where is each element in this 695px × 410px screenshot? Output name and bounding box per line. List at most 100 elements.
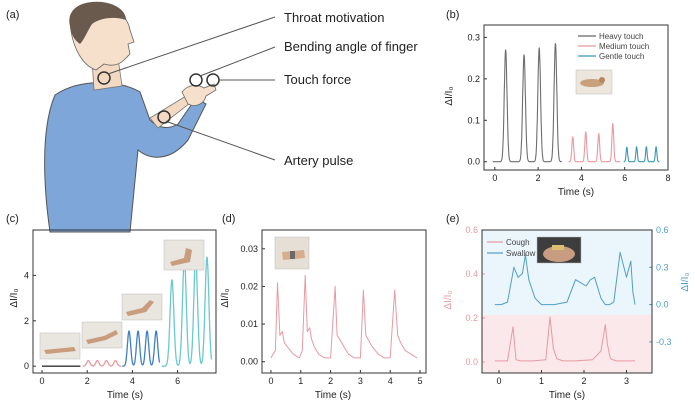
panel-e-series-line-1 — [494, 251, 636, 306]
panel-e-ticks: 0 1 2 3 0.0 0.2 0.4 0.6 -0.3 0.0 0.3 0.6 — [465, 225, 671, 386]
legend-medium-label: Medium touch — [599, 42, 649, 51]
panel-d-xtick-label: 4 — [388, 376, 393, 386]
panel-d-frame — [261, 229, 427, 374]
panel-e-right-ytick-label: 0.0 — [656, 300, 669, 310]
panel-c-ytick-label: 4 — [24, 270, 29, 280]
panel-c-frame — [32, 229, 217, 374]
panel-b-xlabel: Time (s) — [558, 187, 594, 198]
panel-d-xtick-label: 5 — [418, 376, 423, 386]
panel-e-ylabel-left: ΔI/I₀ — [443, 290, 454, 309]
panel-b-xtick-label: 2 — [536, 173, 541, 183]
photo-finger-flat — [39, 332, 81, 360]
panel-e-lower-bg — [482, 315, 652, 373]
panel-b-xtick-label: 6 — [622, 173, 627, 183]
photo-finger-medium — [121, 293, 163, 321]
panel-b-xtick-label: 8 — [665, 173, 670, 183]
panel-e-legend: Cough Swallow — [487, 238, 536, 258]
panel-d-xtick-label: 0 — [268, 376, 273, 386]
panel-b-ytick-label: 0.3 — [467, 32, 480, 42]
panel-c-xtick-label: 4 — [130, 376, 135, 386]
panel-b-ytick-label: 0.0 — [467, 157, 480, 167]
panel-b-ytick-label: 0.2 — [467, 74, 480, 84]
panel-d-ticks: 0 1 2 3 4 5 0.00 0.01 0.02 0.03 — [240, 244, 422, 386]
annotation-finger-bend: Bending angle of finger — [284, 39, 418, 54]
panel-c-series-line-3 — [161, 256, 213, 367]
panel-e-right-ytick-label: -0.3 — [656, 337, 672, 347]
panel-c-series-line-2 — [121, 330, 161, 367]
panel-e-xtick-label: 3 — [624, 376, 629, 386]
photo-touch-inset — [575, 69, 613, 95]
panel-e-left-ytick-label: 0.2 — [465, 313, 478, 323]
annotation-throat: Throat motivation — [284, 10, 384, 25]
panel-c: (c) ΔI/I₀ Time (s) 0 2 4 6 0 2 4 — [6, 213, 217, 401]
panel-e-xtick-label: 1 — [539, 376, 544, 386]
panel-b-frame — [483, 24, 669, 171]
annotation-touch-force: Touch force — [284, 72, 351, 87]
panel-d-ytick-label: 0.02 — [240, 281, 258, 291]
panel-b: (b) ΔI/I₀ Time (s) 0 2 4 6 8 0.0 0.1 0.2 0.3 Hea… — [444, 9, 671, 198]
panel-b-series-line-2 — [623, 146, 660, 163]
panel-d-series — [270, 274, 418, 359]
panel-e-ylabel-right: ΔI/I₀ — [680, 272, 691, 291]
legend-heavy-label: Heavy touch — [599, 32, 643, 41]
panel-a-label: (a) — [6, 9, 19, 21]
panel-d-ylabel: ΔI/I₀ — [220, 288, 231, 307]
panel-e-left-ytick-label: 0.4 — [465, 269, 478, 279]
photo-finger-full — [163, 239, 205, 271]
panel-d-xtick-label: 3 — [358, 376, 363, 386]
panel-b-ytick-label: 0.1 — [467, 115, 480, 125]
panel-e: (e) ΔI/I₀ ΔI/I₀ Time (s) 0 1 2 3 0.0 0.2 0.4 0.… — [443, 213, 691, 401]
photo-finger-slight — [81, 321, 123, 349]
hand-shape — [181, 83, 217, 106]
panel-c-label: (c) — [6, 213, 19, 225]
panel-b-ticks: 0 2 4 6 8 0.0 0.1 0.2 0.3 — [467, 32, 670, 183]
panel-c-xtick-label: 0 — [40, 376, 45, 386]
panel-b-xtick-label: 4 — [579, 173, 584, 183]
panel-e-series-line-0 — [494, 316, 635, 362]
panel-b-series-line-0 — [492, 43, 563, 163]
leader-throat — [107, 16, 276, 75]
panel-d-ytick-label: 0.03 — [240, 244, 258, 254]
panel-c-ylabel: ΔI/I₀ — [9, 288, 20, 307]
panel-b-xtick-label: 0 — [492, 173, 497, 183]
sensor-throat-marker — [97, 71, 111, 85]
panel-e-series — [494, 251, 636, 362]
torso-shape — [44, 82, 207, 233]
leader-artery-pulse — [167, 121, 276, 161]
panel-d: (d) ΔI/I₀ Time (s) 0 1 2 3 4 5 0.00 0.01 0.02 0.0… — [220, 213, 427, 401]
panel-b-series-line-1 — [568, 123, 621, 163]
photo-throat-inset — [536, 236, 582, 264]
panel-b-label: (b) — [446, 9, 459, 21]
panel-d-xlabel: Time (s) — [315, 390, 351, 401]
panel-c-series-line-1 — [82, 359, 122, 367]
panel-c-ytick-label: 2 — [24, 316, 29, 326]
panel-d-series-line-0 — [270, 274, 418, 359]
panel-c-ytick-label: 0 — [24, 361, 29, 371]
panel-d-xtick-label: 2 — [328, 376, 333, 386]
panel-d-ytick-label: 0.01 — [240, 319, 258, 329]
panel-e-xlabel: Time (s) — [549, 390, 585, 401]
sensor-artery-pulse-marker — [157, 110, 171, 124]
panel-b-series — [492, 43, 660, 163]
panel-a: (a) Throat motivation Bending angle of f… — [6, 1, 418, 233]
annotation-artery-pulse: Artery pulse — [284, 153, 353, 168]
panel-b-legend: Heavy touch Medium touch Gentle touch — [578, 32, 649, 61]
panel-e-left-ytick-label: 0.0 — [465, 357, 478, 367]
panel-e-xtick-label: 2 — [581, 376, 586, 386]
panel-e-right-ytick-label: 0.6 — [656, 225, 669, 235]
panel-b-ylabel: ΔI/I₀ — [444, 86, 455, 105]
panel-e-label: (e) — [446, 213, 459, 225]
panel-c-xtick-label: 6 — [175, 376, 180, 386]
panel-c-xtick-label: 2 — [85, 376, 90, 386]
legend-swallow-label: Swallow — [506, 249, 536, 258]
legend-cough-label: Cough — [506, 238, 530, 247]
panel-e-right-ytick-label: 0.3 — [656, 262, 669, 272]
panel-d-label: (d) — [222, 213, 235, 225]
panel-e-frame — [481, 229, 653, 374]
hair-shape — [69, 1, 126, 45]
sensor-finger-bend-marker — [189, 73, 203, 87]
photo-wrist-inset — [274, 236, 310, 270]
person-illustration — [44, 1, 217, 233]
